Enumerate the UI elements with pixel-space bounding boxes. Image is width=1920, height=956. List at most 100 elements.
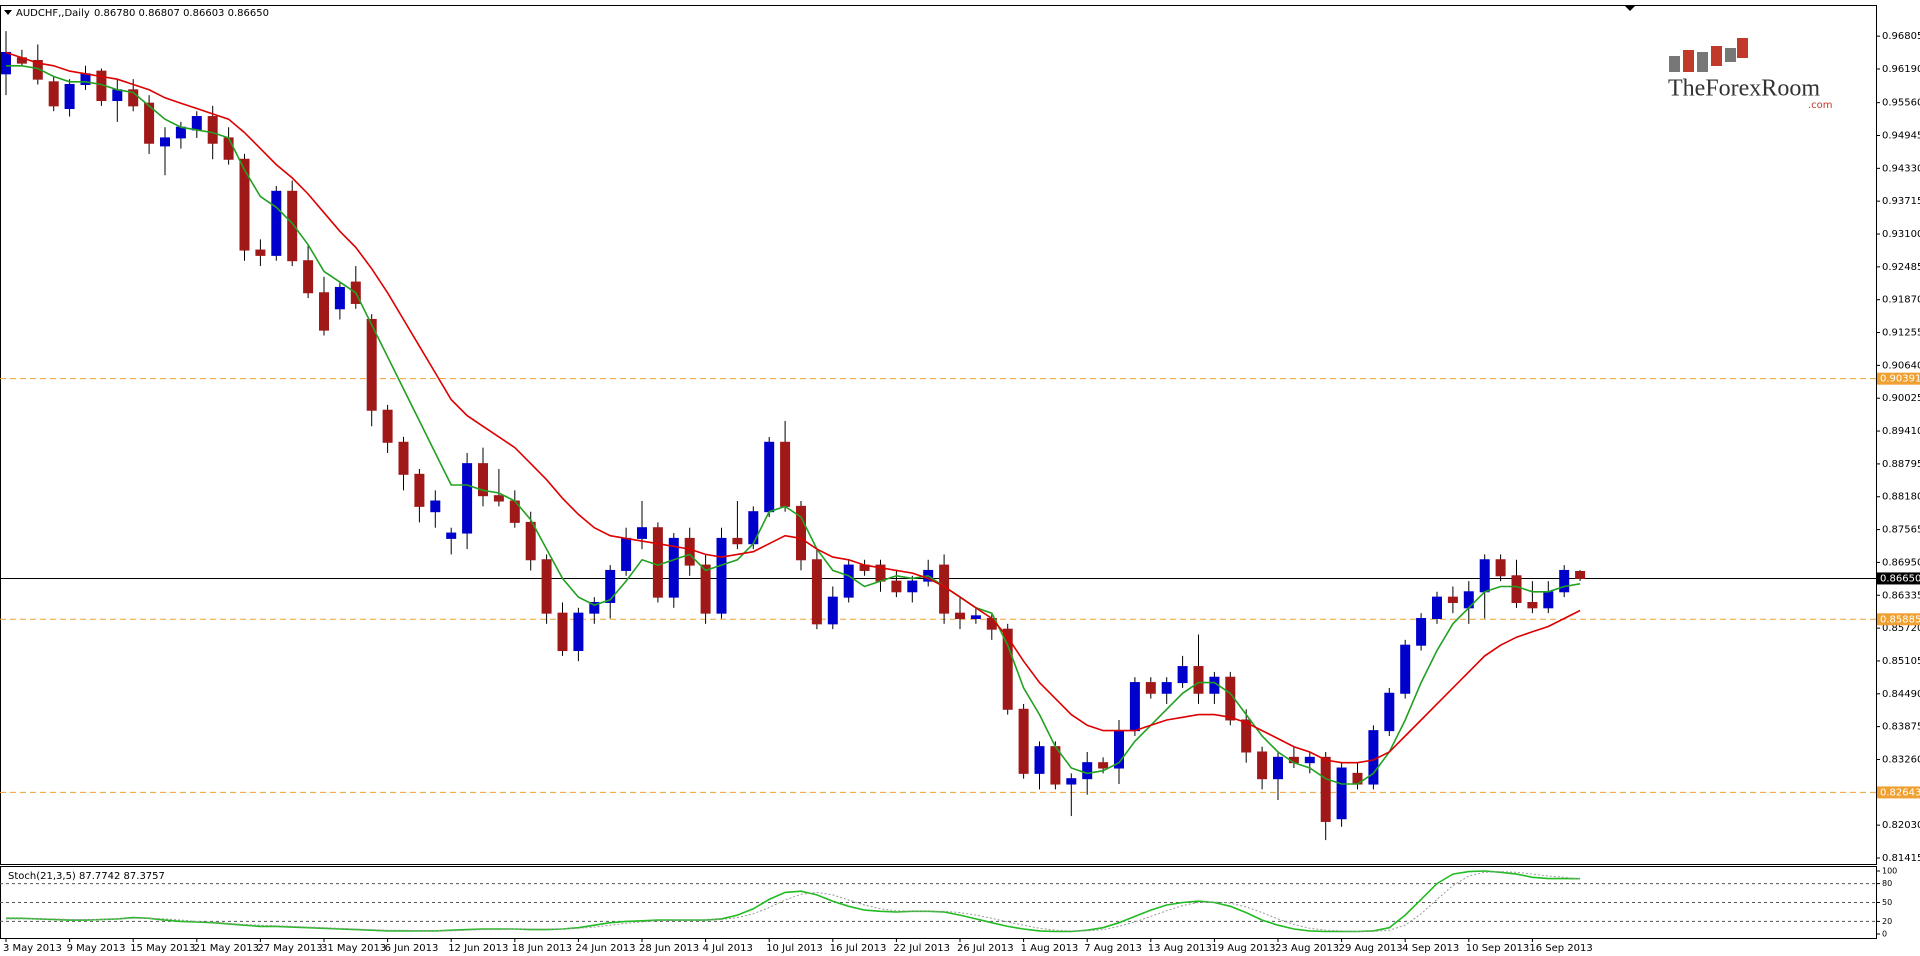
candle-body (334, 286, 345, 310)
price-panel (0, 5, 1877, 865)
logo: TheForexRoom .com (1668, 38, 1833, 111)
candle-body (207, 116, 218, 144)
y-tick-label: 0.86335 (1882, 590, 1920, 601)
y-tick-label: 0.91255 (1882, 328, 1920, 339)
menu-arrow[interactable] (4, 10, 12, 15)
x-tick-label: 23 Aug 2013 (1275, 943, 1339, 954)
candle-body (1575, 571, 1586, 579)
y-tick-label: 0.82030 (1882, 820, 1920, 831)
x-tick-label: 28 Jun 2013 (639, 943, 699, 954)
candle-body (319, 292, 329, 331)
y-tick-label: 0.92485 (1882, 262, 1920, 273)
candle-body (160, 137, 170, 147)
candle-body (1511, 575, 1522, 603)
stoch-title: Stoch(21,3,5) 87.7742 87.3757 (8, 871, 165, 882)
level-line-tag (1877, 372, 1920, 385)
candle-body (1034, 746, 1045, 774)
moving-average (6, 65, 1581, 785)
price-line-label: 0.86650 (1880, 573, 1920, 584)
candle-body (764, 441, 775, 513)
x-tick-label: 19 Aug 2013 (1211, 943, 1275, 954)
y-tick-label: 0.89410 (1882, 426, 1920, 437)
y-tick-label: 0.86950 (1882, 557, 1920, 568)
stoch-tick-label: 50 (1882, 898, 1892, 907)
candle-body (827, 596, 838, 625)
candle-body (1, 51, 11, 75)
candle-body (1241, 719, 1252, 753)
candle-body (811, 559, 822, 625)
y-tick-label: 0.96190 (1882, 64, 1920, 75)
candle-body (287, 190, 298, 262)
x-tick-label: 26 Jul 2013 (957, 943, 1014, 954)
x-tick-label: 10 Jul 2013 (766, 943, 823, 954)
x-tick-label: 16 Jul 2013 (830, 943, 887, 954)
y-tick-label: 0.94945 (1882, 130, 1920, 141)
x-tick-label: 31 May 2013 (321, 943, 386, 954)
candle-body (1495, 559, 1506, 577)
candle-body (843, 564, 854, 598)
candle-body (1447, 596, 1458, 603)
stoch-line (6, 870, 1581, 933)
x-tick-label: 10 Sep 2013 (1466, 943, 1529, 954)
y-tick-label: 0.91870 (1882, 295, 1920, 306)
candle-body (128, 89, 139, 107)
x-tick-label: 16 Sep 2013 (1529, 943, 1592, 954)
candle-body (1527, 601, 1538, 609)
x-tick-label: 22 Jul 2013 (893, 943, 950, 954)
x-tick-label: 4 Sep 2013 (1402, 943, 1459, 954)
candle-body (223, 137, 234, 160)
candle-body (796, 505, 806, 561)
candle-body (605, 569, 616, 603)
logo-bar (1725, 48, 1736, 62)
x-tick-label: 27 May 2013 (257, 943, 322, 954)
y-tick-label: 0.95560 (1882, 98, 1920, 109)
candle-body (1273, 756, 1283, 780)
logo-bar (1711, 46, 1722, 66)
candle-body (414, 473, 425, 507)
candle-body (684, 537, 695, 566)
candle-body (780, 441, 791, 507)
level-line-tag (1877, 786, 1920, 799)
logo-text: TheForexRoom (1668, 76, 1820, 102)
candle-body (1129, 682, 1140, 732)
candle-body (716, 537, 727, 614)
candle-body (525, 521, 536, 561)
y-tick-label: 0.83260 (1882, 754, 1920, 765)
logo-suffix: .com (1808, 100, 1833, 111)
chart-ohlc: 0.86780 0.86807 0.86603 0.86650 (94, 8, 269, 19)
candle-body (175, 126, 186, 139)
candle-body (1018, 708, 1029, 774)
candle-body (1082, 762, 1093, 780)
level-line-tag (1877, 613, 1920, 626)
candle-body (589, 601, 600, 614)
x-tick-label: 13 Aug 2013 (1148, 943, 1212, 954)
candle-body (637, 527, 647, 539)
candle-body (700, 564, 711, 614)
y-tick-label: 0.93100 (1882, 229, 1920, 240)
candle-body (1400, 644, 1411, 694)
y-tick-label: 0.81415 (1882, 853, 1920, 864)
candle-body (239, 158, 250, 251)
candle-body (144, 102, 155, 144)
candle-body (64, 83, 75, 110)
candle-body (1543, 591, 1554, 609)
shift-marker (1625, 6, 1635, 11)
candle-body (668, 537, 679, 598)
x-tick-label: 12 Jun 2013 (448, 943, 508, 954)
candle-body (398, 441, 409, 475)
logo-bar (1669, 56, 1680, 72)
candle-body (191, 116, 202, 131)
candle-body (1098, 762, 1109, 769)
level-line-label: 0.90391 (1880, 374, 1920, 385)
y-tick-label: 0.90025 (1882, 393, 1920, 404)
candle-body (366, 318, 377, 411)
candle-body (48, 81, 59, 107)
candle-body (1336, 767, 1347, 820)
x-tick-label: 4 Jul 2013 (703, 943, 753, 954)
candle-body (446, 532, 457, 539)
stoch-tick-label: 20 (1882, 917, 1892, 926)
x-tick-label: 15 May 2013 (130, 943, 195, 954)
y-tick-label: 0.85720 (1882, 623, 1920, 634)
y-tick-label: 0.88795 (1882, 459, 1920, 470)
